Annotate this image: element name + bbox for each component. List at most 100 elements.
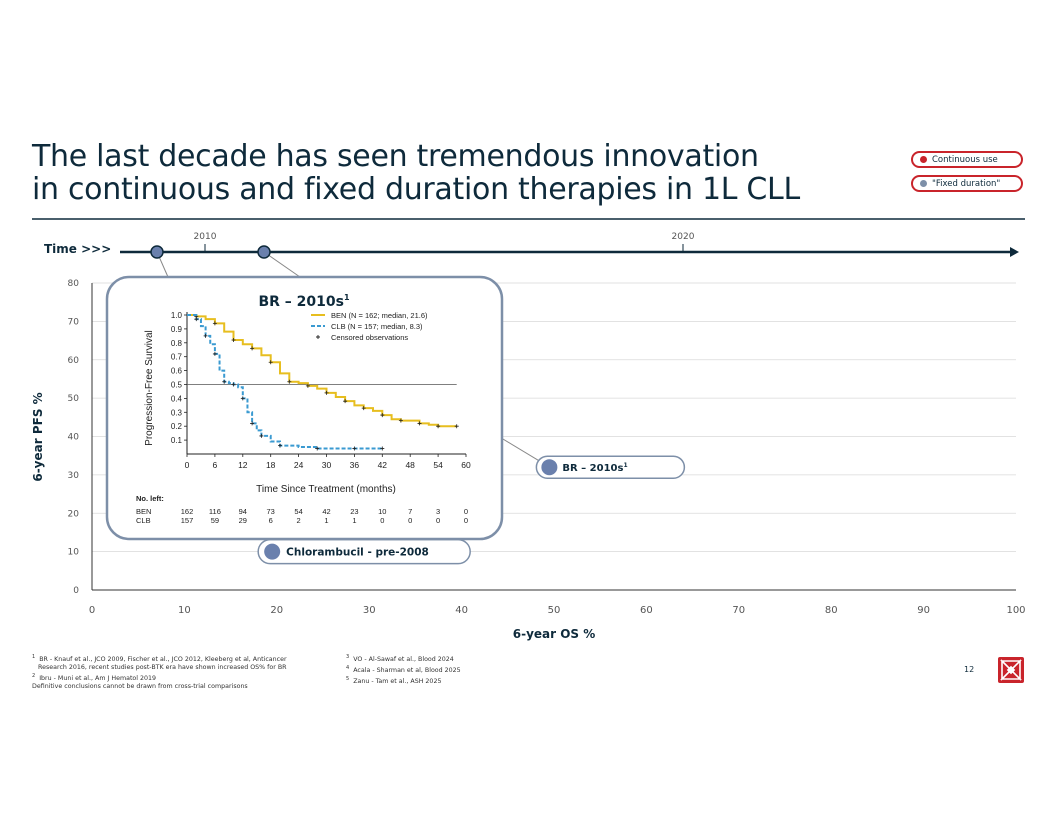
timeline-year-label: 2020: [672, 232, 695, 242]
km-censor-mark: [454, 424, 459, 429]
km-censor-mark: [259, 433, 264, 438]
scatter-y-axis-title: 6-year PFS %: [31, 392, 45, 481]
timeline-label: Time >>>: [44, 242, 111, 256]
km-censor-mark: [305, 383, 310, 388]
km-risk-cell: 29: [239, 516, 247, 525]
km-censor-mark: [222, 379, 227, 384]
br-point-pill: [535, 455, 686, 479]
km-inset-title-superscript: 1: [344, 293, 350, 302]
scatter-x-axis-title: 6-year OS %: [513, 627, 596, 641]
disclaimer: Definitive conclusions cannot be drawn f…: [32, 683, 248, 691]
km-risk-cell: 162: [181, 507, 194, 516]
scatter-x-tick-label: 50: [548, 605, 561, 616]
km-risk-cell: 2: [297, 516, 301, 525]
km-y-tick-label: 0.3: [171, 408, 183, 417]
km-x-tick-label: 42: [378, 460, 388, 470]
km-censor-mark: [240, 396, 245, 401]
scatter-x-tick-label: 10: [178, 605, 191, 616]
scatter-y-tick-label: 20: [68, 509, 80, 519]
scatter-y-tick-label: 50: [68, 394, 80, 404]
legend-fixed-duration: "Fixed duration": [911, 175, 1023, 192]
br-point-label: BR – 2010s1: [562, 462, 627, 474]
km-risk-cell: 3: [436, 507, 440, 516]
km-censor-mark: [231, 338, 236, 343]
km-censor-mark: [287, 379, 292, 384]
km-risk-cell: 1: [352, 516, 356, 525]
km-censor-mark: [268, 360, 273, 365]
scatter-y-tick-label: 0: [73, 586, 79, 596]
br-point-superscript: 1: [623, 462, 627, 469]
scatter-x-tick-label: 70: [732, 605, 745, 616]
timeline-marker: [257, 245, 271, 259]
km-censor-mark: [231, 382, 236, 387]
footnotes-right: 3 VO - Al-Sawaf et al., Blood 2024 4 Aca…: [346, 653, 546, 686]
km-censor-mark: [212, 321, 217, 326]
km-censor-mark: [380, 446, 385, 451]
km-censor-mark: [436, 424, 441, 429]
km-y-tick-label: 0.7: [171, 353, 183, 362]
km-risk-row-label: BEN: [136, 507, 151, 516]
km-y-tick-label: 0.4: [171, 394, 183, 403]
km-censor-mark: [315, 446, 320, 451]
legend-label-continuous: Continuous use: [932, 154, 998, 165]
km-censor-mark: [194, 317, 199, 322]
km-risk-cell: 42: [322, 507, 330, 516]
km-risk-cell: 73: [267, 507, 275, 516]
km-x-tick-label: 30: [322, 460, 332, 470]
scatter-x-tick-label: 90: [917, 605, 930, 616]
km-risk-cell: 6: [269, 516, 273, 525]
scatter-y-tick-label: 60: [68, 356, 80, 366]
km-risk-cell: 0: [408, 516, 412, 525]
km-censor-mark: [343, 399, 348, 404]
footnote-2: 2 Ibru - Muni et al., Am J Hematol 2019: [32, 673, 157, 683]
km-legend-clb-label: CLB (N = 157; median, 8.3): [331, 322, 423, 331]
km-risk-cell: 10: [378, 507, 386, 516]
legend-dot-continuous: [920, 156, 927, 163]
km-x-tick-label: 48: [405, 460, 415, 470]
timeline-arrowhead: [1010, 247, 1019, 257]
km-censor-mark: [361, 406, 366, 411]
km-risk-row-label: CLB: [136, 516, 151, 525]
scatter-x-tick-label: 20: [270, 605, 283, 616]
scatter-y-tick-label: 10: [68, 548, 80, 558]
km-x-tick-label: 18: [266, 460, 276, 470]
company-logo-icon: [998, 657, 1024, 683]
km-inset-frame: [105, 275, 504, 541]
km-censor-mark: [250, 421, 255, 426]
km-censor-mark: [212, 351, 217, 356]
slide-title-line-1: The last decade has seen tremendous inno…: [32, 139, 759, 174]
timeline-connector-2: [263, 251, 301, 278]
scatter-x-tick-label: 80: [825, 605, 838, 616]
km-inset-title: BR – 2010s1: [258, 293, 350, 310]
km-risk-table-header: No. left:: [136, 494, 164, 503]
scatter-y-tick-label: 40: [68, 433, 80, 443]
km-risk-cell: 0: [464, 516, 468, 525]
legend-dot-fixed: [920, 180, 927, 187]
footnote-1-cont: Research 2016, recent studies post-BTK e…: [38, 664, 287, 672]
km-censor-mark: [417, 421, 422, 426]
km-x-tick-label: 36: [350, 460, 360, 470]
km-y-tick-label: 1.0: [171, 311, 183, 320]
footnote-3: 3 VO - Al-Sawaf et al., Blood 2024: [346, 654, 454, 664]
km-risk-cell: 1: [324, 516, 328, 525]
km-risk-cell: 0: [380, 516, 384, 525]
km-x-tick-label: 12: [238, 460, 248, 470]
scatter-x-tick-label: 60: [640, 605, 653, 616]
km-y-tick-label: 0.2: [171, 422, 183, 431]
km-censor-mark: [278, 443, 282, 448]
br-data-point: [541, 459, 558, 476]
scatter-y-tick-label: 70: [68, 317, 80, 327]
km-x-tick-label: 0: [185, 460, 190, 470]
km-y-tick-label: 0.6: [171, 367, 183, 376]
km-x-tick-label: 60: [461, 460, 471, 470]
km-y-axis-title: Progression-Free Survival: [144, 330, 155, 446]
scatter-x-tick-label: 0: [89, 605, 95, 616]
km-x-axis-title: Time Since Treatment (months): [256, 484, 396, 495]
km-y-tick-label: 0.9: [171, 325, 183, 334]
footnotes-left: 1 BR - Knauf et al., JCO 2009, Fischer e…: [32, 653, 342, 691]
chlorambucil-data-point: [264, 543, 281, 560]
km-censor-mark: [203, 333, 208, 338]
km-x-tick-label: 6: [213, 460, 218, 470]
